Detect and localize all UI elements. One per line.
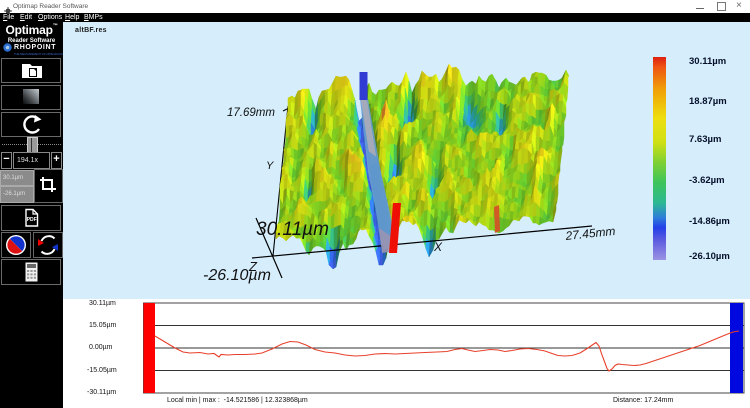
svg-text:-26.10µm: -26.10µm — [689, 251, 730, 262]
svg-text:17.69mm: 17.69mm — [227, 107, 275, 119]
svg-text:7.63µm: 7.63µm — [689, 134, 721, 145]
svg-text:Distance: 17.24mm: Distance: 17.24mm — [613, 397, 673, 404]
svg-text:18.87µm: 18.87µm — [689, 96, 727, 107]
svg-text:-14.86µm: -14.86µm — [689, 216, 730, 227]
svg-text:30.11µm: 30.11µm — [689, 56, 726, 67]
svg-text:27.45mm: 27.45mm — [564, 224, 616, 243]
svg-text:Y: Y — [266, 160, 274, 172]
svg-text:30.11µm: 30.11µm — [256, 219, 329, 240]
svg-text:PDF: PDF — [27, 217, 37, 223]
svg-text:-26.10µm: -26.10µm — [203, 267, 271, 284]
svg-text:-3.62µm: -3.62µm — [689, 175, 725, 186]
svg-text:Local min | max : -14.521586: Local min | max : -14.521586 | 12.323868… — [167, 397, 308, 404]
svg-text:Z: Z — [248, 259, 258, 274]
svg-text:X: X — [433, 240, 443, 254]
